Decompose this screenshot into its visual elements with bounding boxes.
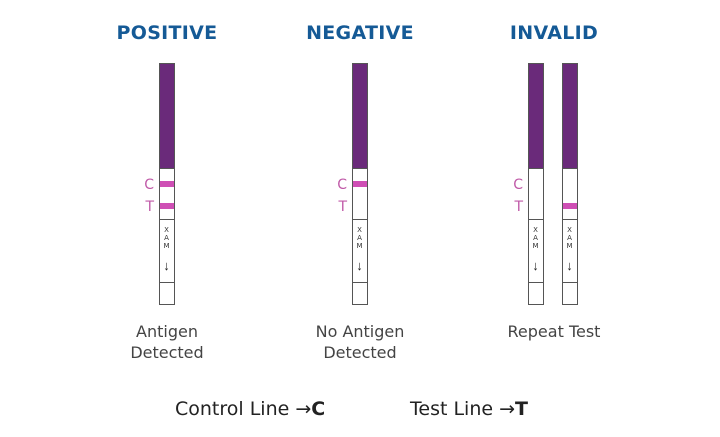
negative-c-label: C [337, 177, 347, 193]
test-line-mark [563, 203, 577, 209]
down-arrow-icon: ↓ [356, 258, 363, 273]
invalid-result: Repeat Test [507, 322, 601, 341]
right-arrow-icon: → [295, 398, 312, 420]
strip-top-band [563, 64, 577, 168]
down-arrow-icon: ↓ [163, 258, 170, 273]
positive-title: POSITIVE [116, 22, 218, 44]
positive-c-label: C [144, 177, 154, 193]
test-line-mark [160, 203, 174, 209]
positive-t-label: T [145, 199, 154, 215]
invalid-title: INVALID [509, 22, 599, 44]
positive-result: Antigen Detected [130, 322, 204, 362]
strip-top-band [160, 64, 174, 168]
invalid-t-label: T [514, 199, 523, 215]
down-arrow-icon: ↓ [532, 258, 539, 273]
test-line-legend: Test Line →T [410, 398, 528, 420]
invalid-c-label: C [513, 177, 523, 193]
control-line-legend: Control Line →C [175, 398, 326, 420]
negative-result: No Antigen Detected [315, 322, 405, 362]
control-line-mark [160, 181, 174, 187]
negative-t-label: T [338, 199, 347, 215]
strip-top-band [529, 64, 543, 168]
control-line-mark [353, 181, 367, 187]
strip-top-band [353, 64, 367, 168]
right-arrow-icon: → [499, 398, 516, 420]
down-arrow-icon: ↓ [566, 258, 573, 273]
negative-title: NEGATIVE [306, 22, 414, 44]
